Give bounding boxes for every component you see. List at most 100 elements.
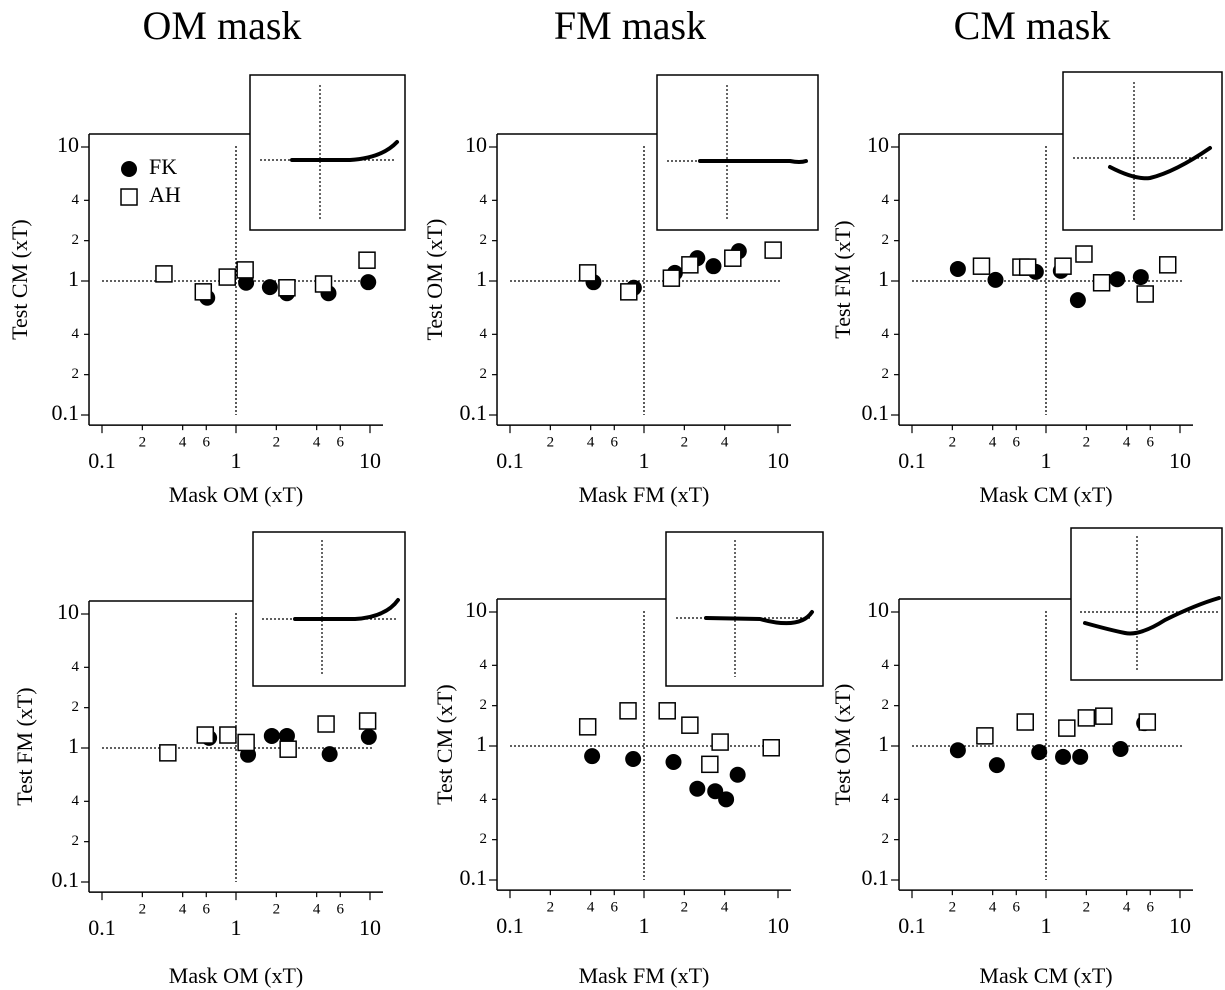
data-point <box>578 718 597 736</box>
data-point <box>681 716 699 734</box>
x-tick-label: 4 <box>313 435 321 451</box>
x-axis-label: Mask FM (xT) <box>579 482 710 507</box>
data-point <box>317 715 335 733</box>
x-tick-label: 0.1 <box>496 448 524 473</box>
data-point <box>578 264 597 282</box>
x-tick-label: 6 <box>611 900 619 916</box>
data-point <box>321 746 338 763</box>
y-tick-label: 10 <box>465 597 487 622</box>
x-tick-label: 10 <box>1169 913 1191 938</box>
data-point <box>619 702 637 720</box>
data-point <box>949 260 966 277</box>
y-tick-label: 2 <box>72 699 80 715</box>
x-tick-label: 2 <box>949 900 957 916</box>
x-tick-label: 2 <box>547 900 555 916</box>
y-tick-label: 0.1 <box>52 867 80 892</box>
data-point <box>1058 719 1076 737</box>
data-point <box>1109 271 1126 288</box>
y-tick-label: 10 <box>465 132 487 157</box>
data-point <box>718 791 735 808</box>
panel-title: OM mask <box>143 3 302 48</box>
x-tick-label: 2 <box>547 435 555 451</box>
data-point <box>988 757 1005 774</box>
x-tick-label: 1 <box>1041 448 1052 473</box>
x-tick-label: 10 <box>1169 448 1191 473</box>
data-point <box>263 727 280 744</box>
x-tick-label: 4 <box>587 435 595 451</box>
y-tick-label: 0.1 <box>460 400 488 425</box>
data-point <box>218 268 236 286</box>
inset-frame <box>656 74 819 231</box>
x-axis-label: Mask FM (xT) <box>579 963 710 988</box>
x-tick-label: 10 <box>359 448 381 473</box>
data-point <box>584 748 601 765</box>
x-tick-label: 6 <box>203 902 211 918</box>
x-tick-label: 0.1 <box>898 448 926 473</box>
data-point <box>238 274 255 291</box>
y-tick-label: 1 <box>68 266 79 291</box>
x-tick-label: 6 <box>1013 900 1021 916</box>
data-point <box>1072 748 1089 765</box>
data-point <box>360 728 377 745</box>
panel-title: CM mask <box>954 3 1111 48</box>
data-point <box>1092 274 1111 292</box>
data-point <box>1075 245 1093 263</box>
y-tick-label: 2 <box>882 366 890 382</box>
data-point <box>701 755 719 774</box>
x-tick-label: 2 <box>1083 435 1091 451</box>
y-tick-label: 1 <box>878 731 889 756</box>
y-tick-label: 0.1 <box>52 400 80 425</box>
y-tick-label: 4 <box>480 192 488 208</box>
data-point <box>662 269 681 287</box>
x-tick-label: 6 <box>1013 435 1021 451</box>
y-tick-label: 4 <box>882 326 890 342</box>
data-point <box>987 271 1004 288</box>
data-point <box>1055 748 1072 765</box>
x-tick-label: 1 <box>639 913 650 938</box>
x-tick-label: 6 <box>337 902 345 918</box>
y-tick-label: 2 <box>72 232 80 248</box>
x-tick-label: 2 <box>949 435 957 451</box>
y-tick-label: 4 <box>480 657 488 673</box>
y-tick-label: 4 <box>72 659 80 675</box>
data-point <box>1018 258 1037 276</box>
y-tick-label: 4 <box>882 657 890 673</box>
y-tick-label: 10 <box>867 597 889 622</box>
y-tick-label: 4 <box>72 192 80 208</box>
inset-frame <box>665 531 824 687</box>
x-tick-label: 4 <box>1123 900 1131 916</box>
x-tick-label: 2 <box>681 900 689 916</box>
inset-curve <box>704 610 814 626</box>
x-tick-label: 10 <box>767 913 789 938</box>
y-tick-label: 4 <box>480 326 488 342</box>
inset-fm-cm <box>665 531 824 687</box>
x-tick-label: 0.1 <box>88 915 116 940</box>
data-point <box>1077 709 1096 727</box>
data-point <box>194 283 213 301</box>
legend-marker <box>121 161 138 178</box>
y-tick-label: 2 <box>480 697 488 713</box>
data-point <box>1132 269 1149 286</box>
y-axis-label: Test CM (xT) <box>432 684 457 805</box>
x-tick-label: 0.1 <box>496 913 524 938</box>
data-point <box>314 275 333 293</box>
x-tick-label: 2 <box>273 435 281 451</box>
y-tick-label: 1 <box>476 266 487 291</box>
y-tick-label: 4 <box>72 326 80 342</box>
x-tick-label: 0.1 <box>88 448 116 473</box>
x-tick-label: 2 <box>681 435 689 451</box>
x-tick-label: 2 <box>1083 900 1091 916</box>
y-tick-label: 4 <box>480 791 488 807</box>
x-tick-label: 6 <box>203 435 211 451</box>
x-tick-label: 1 <box>1041 913 1052 938</box>
data-point <box>279 740 297 758</box>
y-tick-label: 2 <box>480 366 488 382</box>
y-axis-label: Test OM (xT) <box>422 219 447 341</box>
data-point <box>278 279 296 297</box>
inset-cm-om <box>1070 527 1223 681</box>
x-tick-label: 1 <box>639 448 650 473</box>
data-point <box>236 261 254 279</box>
inset-curve <box>698 159 808 164</box>
panel-title: FM mask <box>554 3 706 48</box>
